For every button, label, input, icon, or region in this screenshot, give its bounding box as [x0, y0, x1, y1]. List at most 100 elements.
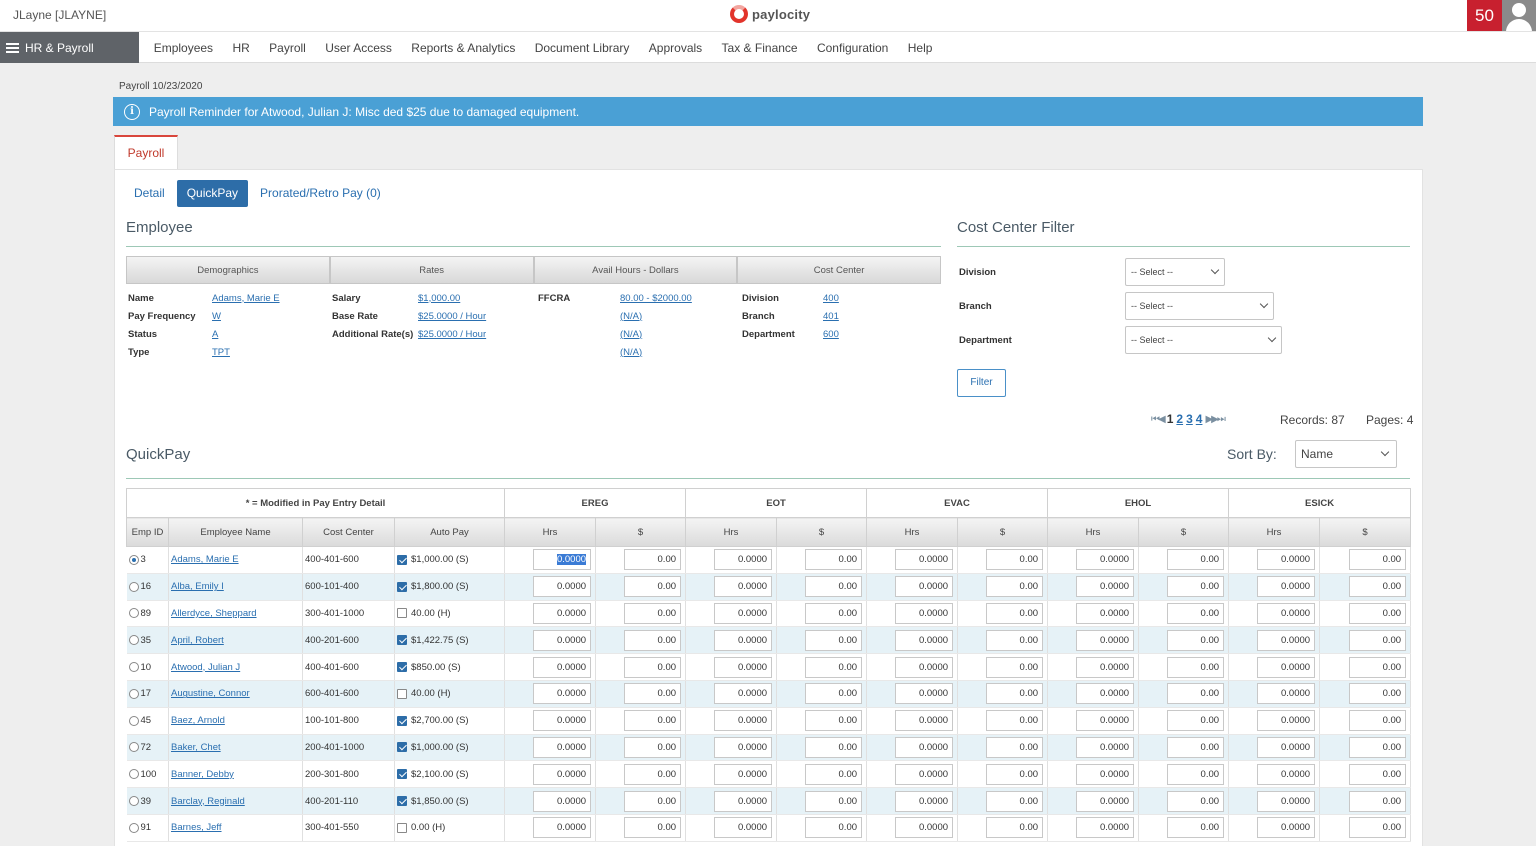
employee-name-link[interactable]: Baez, Arnold — [171, 715, 225, 727]
esick-hrs-input[interactable]: 0.0000 — [1257, 549, 1316, 571]
info-value-link[interactable]: 80.00 - $2000.00 — [620, 292, 692, 304]
esick-amount-input[interactable]: 0.00 — [1349, 710, 1407, 732]
ehol-hrs-input[interactable]: 0.0000 — [1076, 817, 1135, 839]
ehol-hrs-input[interactable]: 0.0000 — [1076, 576, 1135, 598]
employee-name-link[interactable]: Barclay, Reginald — [171, 795, 245, 807]
column-header-emp-id[interactable]: Emp ID — [126, 517, 169, 547]
employee-name-link[interactable]: Alba, Emily I — [171, 581, 224, 593]
current-user[interactable]: JLayne [JLAYNE] — [13, 8, 107, 22]
evac-amount-input[interactable]: 0.00 — [986, 656, 1044, 678]
info-value-link[interactable]: (N/A) — [620, 328, 643, 340]
ehol-amount-input[interactable]: 0.00 — [1167, 790, 1225, 812]
ehol-amount-input[interactable]: 0.00 — [1167, 683, 1225, 705]
row-select-radio[interactable] — [128, 769, 139, 780]
esick-amount-input[interactable]: 0.00 — [1349, 602, 1407, 624]
evac-hrs-input[interactable]: 0.0000 — [895, 602, 954, 624]
row-select-radio[interactable] — [128, 742, 139, 753]
ereg-amount-input[interactable]: 0.00 — [624, 763, 682, 785]
esick-hrs-input[interactable]: 0.0000 — [1257, 710, 1316, 732]
auto-pay-checkbox[interactable] — [397, 635, 407, 646]
ereg-amount-input[interactable]: 0.00 — [624, 736, 682, 758]
eot-amount-input[interactable]: 0.00 — [805, 602, 863, 624]
ehol-amount-input[interactable]: 0.00 — [1167, 629, 1225, 651]
eot-hrs-input[interactable]: 0.0000 — [714, 817, 773, 839]
nav-item-user-access[interactable]: User Access — [325, 40, 392, 55]
evac-amount-input[interactable]: 0.00 — [986, 683, 1044, 705]
ereg-amount-input[interactable]: 0.00 — [624, 683, 682, 705]
eot-hrs-input[interactable]: 0.0000 — [714, 736, 773, 758]
evac-hrs-input[interactable]: 0.0000 — [895, 817, 954, 839]
subtab-quickpay[interactable]: QuickPay — [176, 180, 249, 207]
evac-amount-input[interactable]: 0.00 — [986, 790, 1044, 812]
nav-item-configuration[interactable]: Configuration — [816, 40, 889, 55]
ehol-hrs-input[interactable]: 0.0000 — [1076, 710, 1135, 732]
row-select-radio[interactable] — [128, 662, 139, 673]
user-avatar-icon[interactable] — [1502, 0, 1536, 31]
evac-amount-input[interactable]: 0.00 — [986, 576, 1044, 598]
auto-pay-checkbox[interactable] — [397, 662, 407, 673]
info-value-link[interactable]: (N/A) — [620, 346, 643, 358]
eot-amount-input[interactable]: 0.00 — [805, 656, 863, 678]
evac-amount-input[interactable]: 0.00 — [986, 736, 1044, 758]
eot-amount-input[interactable]: 0.00 — [805, 576, 863, 598]
column-header-employee-name[interactable]: Employee Name — [168, 517, 303, 547]
ereg-amount-input[interactable]: 0.00 — [624, 549, 682, 571]
ehol-hrs-input[interactable]: 0.0000 — [1076, 549, 1135, 571]
eot-hrs-input[interactable]: 0.0000 — [714, 656, 773, 678]
esick-hrs-input[interactable]: 0.0000 — [1257, 736, 1316, 758]
employee-name-link[interactable]: Adams, Marie E — [171, 554, 239, 566]
esick-hrs-input[interactable]: 0.0000 — [1257, 576, 1316, 598]
ehol-amount-input[interactable]: 0.00 — [1167, 817, 1225, 839]
ehol-hrs-input[interactable]: 0.0000 — [1076, 629, 1135, 651]
ereg-amount-input[interactable]: 0.00 — [624, 576, 682, 598]
info-value-link[interactable]: TPT — [212, 346, 230, 358]
info-value-link[interactable]: $25.0000 / Hour — [418, 310, 487, 322]
nav-item-employees[interactable]: Employees — [153, 40, 214, 55]
evac-amount-input[interactable]: 0.00 — [986, 817, 1044, 839]
row-select-radio[interactable] — [128, 822, 139, 833]
employee-name-link[interactable]: Atwood, Julian J — [171, 661, 241, 673]
ereg-hrs-input[interactable]: 0.0000 — [533, 736, 592, 758]
eot-hrs-input[interactable]: 0.0000 — [714, 763, 773, 785]
auto-pay-checkbox[interactable] — [397, 742, 407, 753]
nav-item-hr[interactable]: HR — [232, 40, 250, 55]
esick-hrs-input[interactable]: 0.0000 — [1257, 790, 1316, 812]
ehol-amount-input[interactable]: 0.00 — [1167, 549, 1225, 571]
eot-hrs-input[interactable]: 0.0000 — [714, 629, 773, 651]
eot-amount-input[interactable]: 0.00 — [805, 629, 863, 651]
eot-amount-input[interactable]: 0.00 — [805, 736, 863, 758]
evac-amount-input[interactable]: 0.00 — [986, 710, 1044, 732]
row-select-radio[interactable] — [128, 554, 139, 565]
branch-select[interactable]: -- Select -- — [1125, 292, 1274, 320]
column-header-cost-center[interactable]: Cost Center — [302, 517, 395, 547]
row-select-radio[interactable] — [128, 635, 139, 646]
row-select-radio[interactable] — [128, 796, 139, 807]
auto-pay-checkbox[interactable] — [397, 581, 407, 592]
eot-amount-input[interactable]: 0.00 — [805, 763, 863, 785]
employee-name-link[interactable]: Allerdyce, Sheppard — [171, 607, 257, 619]
ehol-hrs-input[interactable]: 0.0000 — [1076, 736, 1135, 758]
info-value-link[interactable]: W — [212, 310, 221, 322]
row-select-radio[interactable] — [128, 688, 139, 699]
ehol-hrs-input[interactable]: 0.0000 — [1076, 790, 1135, 812]
row-select-radio[interactable] — [128, 608, 139, 619]
ereg-amount-input[interactable]: 0.00 — [624, 629, 682, 651]
eot-amount-input[interactable]: 0.00 — [805, 549, 863, 571]
evac-hrs-input[interactable]: 0.0000 — [895, 629, 954, 651]
ehol-hrs-input[interactable]: 0.0000 — [1076, 602, 1135, 624]
eot-amount-input[interactable]: 0.00 — [805, 683, 863, 705]
evac-hrs-input[interactable]: 0.0000 — [895, 790, 954, 812]
ereg-hrs-input[interactable]: 0.0000 — [533, 790, 592, 812]
info-value-link[interactable]: A — [212, 328, 219, 340]
ehol-amount-input[interactable]: 0.00 — [1167, 602, 1225, 624]
employee-name-link[interactable]: Barnes, Jeff — [171, 822, 222, 834]
ehol-hrs-input[interactable]: 0.0000 — [1076, 683, 1135, 705]
ehol-amount-input[interactable]: 0.00 — [1167, 736, 1225, 758]
ehol-amount-input[interactable]: 0.00 — [1167, 576, 1225, 598]
esick-amount-input[interactable]: 0.00 — [1349, 817, 1407, 839]
info-value-link[interactable]: (N/A) — [620, 310, 643, 322]
ehol-amount-input[interactable]: 0.00 — [1167, 710, 1225, 732]
eot-amount-input[interactable]: 0.00 — [805, 710, 863, 732]
ereg-hrs-input[interactable]: 0.0000 — [533, 602, 592, 624]
paylocity-logo[interactable]: paylocity — [730, 5, 810, 23]
